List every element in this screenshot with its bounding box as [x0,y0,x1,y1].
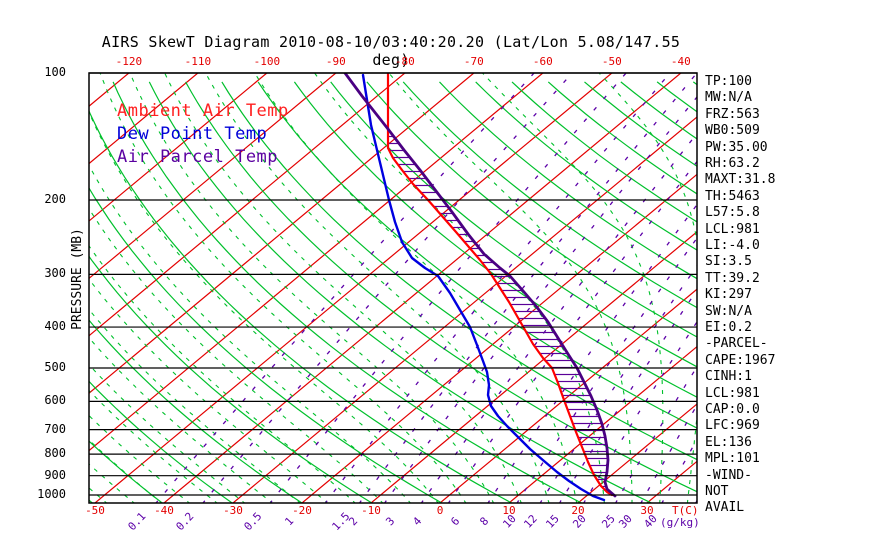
stat-line: TH:5463 [705,188,760,204]
stat-line: SI:3.5 [705,254,752,270]
chart-title: AIRS SkewT Diagram 2010-08-10/03:40:20.2… [101,33,681,69]
pressure-tick-label: 500 [44,359,66,374]
temp-bottom-tick-label: 30 [640,504,654,517]
pressure-tick-label: 400 [44,319,66,334]
temp-unit-label: T(C) [672,504,699,517]
stat-line: AVAIL [705,500,745,516]
pressure-tick-label: 600 [44,393,66,408]
temp-top-tick-label: -80 [394,55,415,68]
temp-top-tick-label: -70 [463,55,484,68]
stat-line: TP:100 [705,74,752,89]
stat-line: MPL:101 [705,451,760,467]
temp-top-tick-label: -90 [325,55,346,68]
temp-top-tick-label: -110 [184,55,212,68]
pressure-tick-label: 200 [44,192,66,207]
stat-line: -WIND- [705,467,752,483]
temp-bottom-tick-label: -10 [361,504,381,517]
pressure-tick-label: 700 [44,421,66,436]
stat-line: MAXT:31.8 [705,172,776,188]
temp-top-tick-label: -50 [601,55,622,68]
stat-line: LFC:969 [705,418,760,434]
stat-line: -PARCEL- [705,336,768,352]
stat-line: LCL:981 [705,385,760,401]
pressure-axis-title: PRESSURE (MB) [70,228,85,330]
stat-line: TT:39.2 [705,270,760,286]
stat-line: EL:136 [705,434,752,450]
temp-bottom-tick-label: 10 [502,504,516,517]
stat-line: CAP:0.0 [705,402,760,417]
stat-line: KI:297 [705,287,752,303]
temp-bottom-tick-label: 0 [436,504,444,517]
temp-bottom-tick-label: -20 [292,504,312,517]
temp-bottom-tick-label: -30 [223,504,243,517]
stat-line: MW:N/A [705,90,752,106]
stat-line: SW:N/A [705,303,752,319]
stat-line: RH:63.2 [705,156,760,171]
legend-item-dewpoint: Dew Point Temp [117,124,268,144]
stat-line: CINH:1 [705,369,752,385]
stat-line: L57:5.8 [705,205,760,221]
pressure-tick-label: 100 [44,65,66,79]
temp-top-tick-label: -100 [253,55,281,68]
temp-bottom-tick-label: -50 [85,504,105,517]
stat-line: CAPE:1967 [705,352,776,368]
legend-item-ambient: Ambient Air Temp [117,101,289,121]
mixing-ratio-unit-label: (g/kg) [660,516,700,529]
pressure-tick-label: 300 [44,266,66,281]
stat-line: WB0:509 [705,123,760,139]
stat-line: LCL:981 [705,221,760,237]
legend-item-parcel: Air Parcel Temp [117,147,279,167]
stat-line: LI:-4.0 [705,238,760,253]
pressure-tick-label: 800 [44,446,66,461]
pressure-tick-label: 900 [44,467,66,482]
temp-bottom-tick-label: 20 [571,504,585,517]
stat-line: NOT [705,484,729,499]
temp-top-tick-label: -120 [115,55,143,68]
temp-top-tick-label: -40 [670,55,691,68]
temp-top-tick-label: -60 [532,55,553,68]
stat-line: PW:35.00 [705,139,768,155]
pressure-tick-label: 1000 [37,487,66,501]
temp-bottom-tick-label: -40 [154,504,174,517]
stat-line: EI:0.2 [705,320,752,335]
stat-line: FRZ:563 [705,106,760,122]
